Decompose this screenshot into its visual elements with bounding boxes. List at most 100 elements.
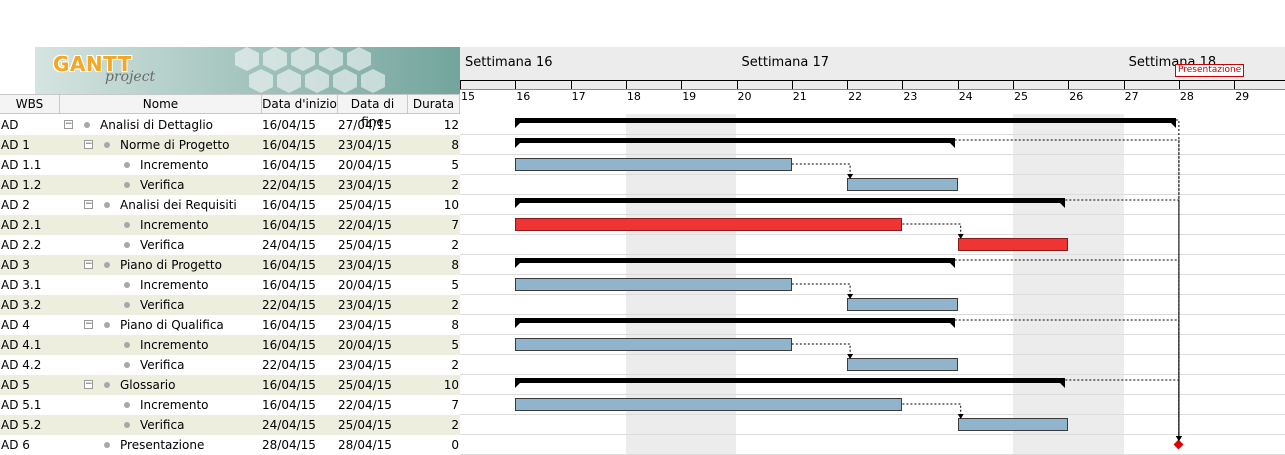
day-tick bbox=[1013, 80, 1014, 89]
summary-task-bar[interactable] bbox=[515, 378, 1066, 388]
column-header-duration[interactable]: Durata bbox=[408, 95, 460, 113]
table-row[interactable]: AD 3.1 Incremento 16/04/15 20/04/15 5 bbox=[0, 275, 460, 295]
task-bar[interactable] bbox=[515, 278, 792, 291]
table-row[interactable]: AD 5.2 Verifica 24/04/15 25/04/15 2 bbox=[0, 415, 460, 435]
duration-cell: 12 bbox=[443, 118, 459, 132]
start-date-cell: 22/04/15 bbox=[262, 298, 316, 312]
collapse-toggle-icon[interactable]: − bbox=[84, 259, 93, 269]
task-name-cell[interactable]: Piano di Qualifica bbox=[120, 318, 224, 332]
task-name-cell[interactable]: Analisi dei Requisiti bbox=[120, 198, 237, 212]
table-row[interactable]: AD 2.1 Incremento 16/04/15 22/04/15 7 bbox=[0, 215, 460, 235]
start-date-cell: 16/04/15 bbox=[262, 158, 316, 172]
summary-task-bar[interactable] bbox=[515, 198, 1066, 208]
dependency-line bbox=[954, 319, 1180, 437]
duration-cell: 8 bbox=[451, 318, 459, 332]
table-row[interactable]: AD − Analisi di Dettaglio 16/04/15 27/04/15 1… bbox=[0, 115, 460, 135]
collapse-toggle-icon[interactable]: − bbox=[64, 119, 73, 129]
day-tick bbox=[1234, 80, 1236, 89]
table-row[interactable]: AD 1.2 Verifica 22/04/15 23/04/15 2 bbox=[0, 175, 460, 195]
duration-cell: 2 bbox=[451, 238, 459, 252]
summary-task-bar[interactable] bbox=[515, 118, 1176, 128]
task-bullet-icon bbox=[124, 302, 130, 308]
logo-brand-text: GANTT bbox=[53, 52, 132, 76]
duration-cell: 2 bbox=[451, 178, 459, 192]
task-bullet-icon bbox=[124, 242, 130, 248]
task-bullet-icon bbox=[104, 142, 110, 148]
task-name-cell[interactable]: Incremento bbox=[140, 398, 209, 412]
task-name-cell[interactable]: Analisi di Dettaglio bbox=[100, 118, 214, 132]
task-name-cell[interactable]: Incremento bbox=[140, 278, 209, 292]
column-header-wbs[interactable]: WBS bbox=[0, 95, 60, 113]
column-header-end[interactable]: Data di fine bbox=[338, 95, 408, 129]
row-gridline bbox=[460, 174, 1285, 175]
task-bullet-icon bbox=[104, 202, 110, 208]
duration-cell: 2 bbox=[451, 358, 459, 372]
table-row[interactable]: AD 1.1 Incremento 16/04/15 20/04/15 5 bbox=[0, 155, 460, 175]
row-gridline bbox=[460, 254, 1285, 255]
gantt-chart[interactable]: Settimana 16 Settimana 17 Settimana 18 15 16… bbox=[460, 47, 1285, 455]
dependency-arrowhead-icon bbox=[847, 354, 854, 359]
end-date-cell: 23/04/15 bbox=[338, 138, 392, 152]
day-tick bbox=[681, 80, 683, 89]
task-bullet-icon bbox=[124, 282, 130, 288]
task-name-cell[interactable]: Incremento bbox=[140, 338, 209, 352]
task-table-header: WBS Nome Data d'inizio Data di fine Dura… bbox=[0, 94, 460, 129]
collapse-toggle-icon[interactable]: − bbox=[84, 199, 93, 209]
day-tick bbox=[736, 80, 738, 89]
collapse-toggle-icon[interactable]: − bbox=[84, 319, 93, 329]
task-name-cell[interactable]: Verifica bbox=[140, 358, 185, 372]
task-bar[interactable] bbox=[515, 158, 792, 171]
table-row[interactable]: AD 5.1 Incremento 16/04/15 22/04/15 7 bbox=[0, 395, 460, 415]
summary-task-bar[interactable] bbox=[515, 138, 956, 148]
task-bar[interactable] bbox=[957, 418, 1069, 431]
task-bar[interactable] bbox=[515, 218, 903, 231]
summary-task-bar[interactable] bbox=[515, 258, 956, 268]
collapse-toggle-icon[interactable]: − bbox=[84, 139, 93, 149]
row-gridline bbox=[460, 434, 1285, 435]
task-name-cell[interactable]: Verifica bbox=[140, 418, 185, 432]
week-label: Settimana 16 bbox=[465, 55, 553, 70]
dependency-line bbox=[791, 343, 851, 355]
column-header-start[interactable]: Data d'inizio bbox=[262, 95, 338, 113]
end-date-cell: 25/04/15 bbox=[338, 238, 392, 252]
table-row[interactable]: AD 6 Presentazione 28/04/15 28/04/15 0 bbox=[0, 435, 460, 455]
row-gridline bbox=[460, 414, 1285, 415]
column-header-name[interactable]: Nome bbox=[60, 95, 262, 113]
table-row[interactable]: AD 4.1 Incremento 16/04/15 20/04/15 5 bbox=[0, 335, 460, 355]
task-bar[interactable] bbox=[957, 238, 1069, 251]
task-name-cell[interactable]: Norme di Progetto bbox=[120, 138, 230, 152]
table-row[interactable]: AD 1 − Norme di Progetto 16/04/15 23/04/15 8 bbox=[0, 135, 460, 155]
summary-task-bar[interactable] bbox=[515, 318, 956, 328]
row-gridline bbox=[460, 374, 1285, 375]
day-label: 26 bbox=[1069, 90, 1084, 103]
task-bar[interactable] bbox=[515, 398, 903, 411]
task-name-cell[interactable]: Piano di Progetto bbox=[120, 258, 222, 272]
task-name-cell[interactable]: Verifica bbox=[140, 238, 185, 252]
duration-cell: 8 bbox=[451, 138, 459, 152]
task-bar[interactable] bbox=[847, 298, 958, 311]
table-row[interactable]: AD 2.2 Verifica 24/04/15 25/04/15 2 bbox=[0, 235, 460, 255]
dependency-line bbox=[902, 223, 962, 235]
end-date-cell: 25/04/15 bbox=[338, 198, 392, 212]
table-row[interactable]: AD 3 − Piano di Progetto 16/04/15 23/04/15 8 bbox=[0, 255, 460, 275]
task-name-cell[interactable]: Incremento bbox=[140, 218, 209, 232]
task-bar[interactable] bbox=[847, 178, 958, 191]
task-bar[interactable] bbox=[515, 338, 792, 351]
table-row[interactable]: AD 5 − Glossario 16/04/15 25/04/15 10 bbox=[0, 375, 460, 395]
task-name-cell[interactable]: Verifica bbox=[140, 298, 185, 312]
collapse-toggle-icon[interactable]: − bbox=[84, 379, 93, 389]
table-row[interactable]: AD 3.2 Verifica 22/04/15 23/04/15 2 bbox=[0, 295, 460, 315]
task-name-cell[interactable]: Incremento bbox=[140, 158, 209, 172]
duration-cell: 2 bbox=[451, 418, 459, 432]
table-row[interactable]: AD 2 − Analisi dei Requisiti 16/04/15 25/04/… bbox=[0, 195, 460, 215]
table-row[interactable]: AD 4.2 Verifica 22/04/15 23/04/15 2 bbox=[0, 355, 460, 375]
task-name-cell[interactable]: Presentazione bbox=[120, 438, 205, 452]
start-date-cell: 16/04/15 bbox=[262, 138, 316, 152]
table-row[interactable]: AD 4 − Piano di Qualifica 16/04/15 23/04/15 8 bbox=[0, 315, 460, 335]
task-name-cell[interactable]: Glossario bbox=[120, 378, 176, 392]
task-name-cell[interactable]: Verifica bbox=[140, 178, 185, 192]
wbs-cell: AD 4 bbox=[1, 318, 30, 332]
duration-cell: 7 bbox=[451, 218, 459, 232]
task-bar[interactable] bbox=[847, 358, 958, 371]
task-bullet-icon bbox=[84, 122, 90, 128]
